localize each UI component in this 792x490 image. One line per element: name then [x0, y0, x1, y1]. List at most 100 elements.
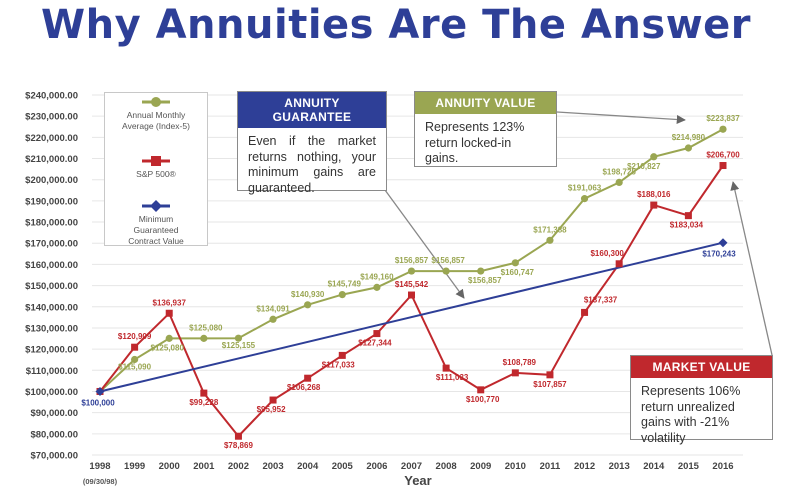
data-label: $125,155	[222, 341, 256, 350]
sp500-point	[442, 364, 450, 372]
data-label: $210,827	[627, 162, 661, 171]
x-tick-label: 2013	[609, 461, 630, 472]
legend-item-index: Annual Monthly Average (Index-5)	[105, 96, 207, 132]
callout-arrows	[384, 111, 773, 356]
data-label: $134,091	[256, 304, 290, 313]
sp500-point	[511, 369, 519, 377]
index-point	[234, 334, 243, 342]
legend-label-sp500: S&P 500®	[136, 169, 176, 179]
market-value-header: MARKET VALUE	[631, 356, 772, 378]
x-tick-label: 2014	[643, 461, 665, 472]
x-tick-label: 2008	[436, 461, 457, 472]
index-point	[719, 125, 727, 133]
annuity-value-text: Represents 123% return locked-in gains.	[425, 120, 525, 165]
x-tick-label: 2007	[401, 461, 422, 472]
sp500-point	[200, 389, 208, 397]
y-tick-label: $70,000.00	[30, 451, 78, 462]
index-point	[684, 144, 692, 152]
annuity-value-callout: ANNUITY VALUE Represents 123% return loc…	[414, 91, 557, 167]
data-label: $171,388	[533, 225, 567, 234]
data-label: $191,063	[568, 184, 602, 193]
x-tick-label: 1999	[124, 461, 145, 472]
sp500-point	[269, 396, 277, 404]
legend-label-index: Annual Monthly Average (Index-5)	[122, 110, 190, 131]
data-labels: $115,090 $125,080 $125,080 $125,155 $134,091…	[81, 114, 740, 450]
y-tick-label: $180,000.00	[25, 218, 78, 229]
data-label: $108,789	[503, 358, 537, 367]
sp500-point	[650, 201, 658, 209]
data-label: $100,000	[81, 398, 115, 407]
index-point	[338, 290, 346, 299]
annuity-value-header: ANNUITY VALUE	[415, 92, 556, 114]
x-tick-label: 2006	[366, 461, 387, 472]
y-tick-label: $80,000.00	[30, 429, 78, 440]
sp500-point	[719, 162, 727, 170]
data-label: $100,770	[466, 395, 500, 404]
data-label: $117,033	[322, 360, 355, 369]
y-tick-label: $170,000.00	[25, 239, 78, 250]
market-value-text: Represents 106% return unrealized gains …	[641, 384, 741, 445]
data-label: $223,837	[706, 114, 740, 123]
y-tick-label: $140,000.00	[25, 302, 78, 313]
x-tick-label: 2005	[332, 461, 354, 472]
data-label: $145,542	[395, 280, 429, 289]
annuity-guarantee-text: Even if the market returns nothing, your…	[248, 134, 376, 195]
index-point	[511, 259, 519, 267]
minimum-point	[95, 386, 105, 396]
minimum-point	[718, 238, 728, 248]
data-label: $125,080	[189, 323, 223, 332]
data-label: $137,337	[584, 295, 618, 304]
sp500-point	[546, 371, 554, 379]
sp500-point	[131, 343, 139, 351]
data-label: $136,937	[153, 298, 187, 307]
y-tick-label: $130,000.00	[25, 323, 78, 334]
y-tick-label: $110,000.00	[26, 366, 78, 377]
index-point	[269, 315, 277, 323]
data-label: $127,344	[358, 339, 392, 348]
index-point	[477, 267, 485, 275]
index-point	[407, 267, 416, 275]
sp500-point	[684, 212, 692, 220]
sp500-point	[234, 432, 242, 440]
annuity-guarantee-callout: ANNUITY GUARANTEE Even if the market ret…	[237, 91, 387, 195]
data-label: $160,747	[501, 268, 535, 277]
sp500-point	[408, 291, 415, 299]
y-tick-label: $100,000.00	[25, 387, 78, 398]
index-point	[373, 283, 381, 291]
x-tick-label: 2000	[159, 461, 180, 472]
sp500-point	[165, 309, 173, 317]
x-tick-labels: 1998 1999 2000 2001 2002 2003 2004 2005 2006 2007…	[89, 461, 733, 472]
data-label: $198,725	[602, 167, 636, 176]
index-point	[650, 153, 658, 161]
y-tick-label: $220,000.00	[25, 133, 78, 144]
annuity-guarantee-header: ANNUITY GUARANTEE	[238, 92, 386, 128]
data-label: $156,857	[395, 256, 429, 265]
legend-diamond-icon	[142, 200, 170, 212]
data-label: $206,700	[706, 151, 740, 160]
y-tick-label: $160,000.00	[25, 260, 78, 271]
y-tick-label: $190,000.00	[25, 196, 78, 207]
data-label: $140,930	[291, 290, 325, 299]
value-arrow	[556, 111, 686, 125]
sp500-point	[373, 330, 381, 338]
data-label: $95,952	[257, 405, 286, 414]
index-point	[200, 334, 208, 342]
x-tick-label: 2016	[712, 461, 733, 472]
legend-label-minimum: Minimum Guaranteed Contract Value	[128, 214, 184, 246]
sp500-point	[304, 374, 312, 382]
data-label: $145,749	[328, 280, 362, 289]
y-tick-label: $210,000.00	[25, 154, 78, 165]
x-tick-label: 2002	[228, 461, 249, 472]
sp500-point	[477, 386, 485, 394]
legend-item-minimum: Minimum Guaranteed Contract Value	[105, 200, 207, 247]
index-point	[131, 355, 139, 364]
index-point	[580, 195, 589, 203]
data-label: $106,268	[287, 383, 321, 392]
data-label: $78,869	[224, 441, 253, 450]
chart-title: Why Annuities Are The Answer	[41, 2, 751, 48]
market-arrow	[730, 181, 773, 356]
x-tick-label: 2010	[505, 461, 526, 472]
y-tick-label: $230,000.00	[25, 112, 78, 123]
data-label: $214,980	[672, 133, 706, 142]
